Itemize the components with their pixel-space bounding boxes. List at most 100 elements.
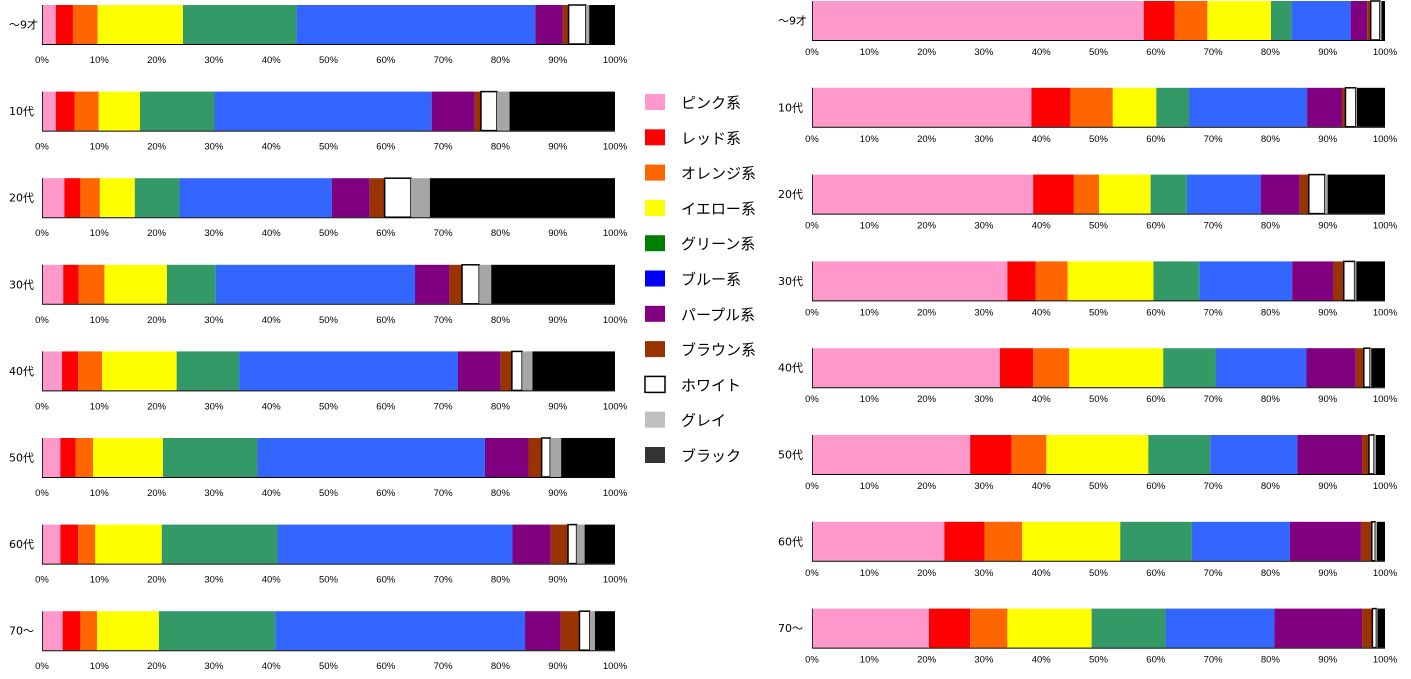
left-tick-label-5-3: 30% bbox=[204, 488, 224, 499]
right-bar-6-8 bbox=[1371, 521, 1377, 562]
right-tick-label-2-2: 20% bbox=[917, 221, 937, 232]
left-tick-label-2-0: 0% bbox=[35, 228, 49, 239]
right-tick-label-6-7: 70% bbox=[1204, 568, 1224, 579]
left-tick-label-7-4: 40% bbox=[262, 661, 282, 672]
legend-swatch-10 bbox=[645, 447, 665, 463]
left-bar-4-6 bbox=[457, 351, 501, 391]
right-tick-label-7-8: 80% bbox=[1261, 655, 1281, 666]
left-bar-4-10 bbox=[532, 351, 615, 391]
right-tick-label-6-6: 60% bbox=[1146, 568, 1166, 579]
legend-swatch-8 bbox=[644, 375, 666, 394]
right-bar-0-7 bbox=[1367, 1, 1371, 40]
left-tick-label-4-6: 60% bbox=[376, 401, 396, 412]
right-tick-label-1-1: 10% bbox=[860, 134, 880, 145]
right-tick-label-1-2: 20% bbox=[917, 134, 937, 145]
left-bar-5-5 bbox=[257, 438, 485, 477]
legend-item-9: グレイ bbox=[645, 411, 726, 430]
right-bar-6-1 bbox=[944, 521, 985, 561]
left-bar-0-6 bbox=[535, 5, 563, 44]
left-bar-1-10 bbox=[509, 91, 615, 131]
left-bar-2-0 bbox=[42, 178, 65, 218]
left-bar-7-4 bbox=[158, 611, 276, 651]
right-bar-2-9 bbox=[1324, 174, 1328, 214]
left-tick-label-3-2: 20% bbox=[147, 315, 167, 326]
right-bar-6-10 bbox=[1376, 521, 1385, 561]
right-bar-6-0 bbox=[812, 521, 945, 561]
legend-label-10: ブラック bbox=[681, 447, 741, 465]
right-tick-label-3-0: 0% bbox=[805, 307, 819, 318]
right-bar-0-3 bbox=[1207, 1, 1271, 40]
left-tick-label-4-8: 80% bbox=[491, 401, 511, 412]
legend: ピンク系レッド系オレンジ系イエロー系グリーン系ブルー系パープル系ブラウン系ホワイ… bbox=[644, 94, 756, 465]
legend-item-2: オレンジ系 bbox=[645, 164, 756, 183]
right-bar-2-2 bbox=[1073, 174, 1100, 214]
left-bar-3-7 bbox=[449, 264, 463, 304]
left-bar-2-6 bbox=[331, 178, 370, 218]
right-bar-4-2 bbox=[1033, 348, 1070, 388]
left-tick-label-5-5: 50% bbox=[319, 488, 339, 499]
right-tick-label-5-8: 80% bbox=[1261, 481, 1281, 492]
right-tick-label-7-1: 10% bbox=[860, 655, 880, 666]
right-tick-label-4-10: 100% bbox=[1373, 394, 1398, 405]
left-tick-label-2-3: 30% bbox=[204, 228, 224, 239]
left-tick-label-6-5: 50% bbox=[319, 575, 339, 586]
left-tick-label-1-1: 10% bbox=[90, 142, 110, 153]
left-bar-7-8 bbox=[578, 610, 591, 651]
left-tick-label-0-5: 50% bbox=[319, 55, 339, 66]
left-tick-label-7-3: 30% bbox=[204, 661, 224, 672]
left-tick-label-4-10: 100% bbox=[603, 401, 628, 412]
left-tick-label-3-5: 50% bbox=[319, 315, 339, 326]
right-bar-3-8 bbox=[1342, 260, 1356, 302]
right-bar-5-6 bbox=[1297, 435, 1363, 474]
right-bar-2-0 bbox=[812, 174, 1034, 214]
right-tick-label-5-6: 60% bbox=[1146, 481, 1166, 492]
left-tick-label-6-10: 100% bbox=[603, 575, 628, 586]
right-tick-label-5-0: 0% bbox=[805, 481, 819, 492]
right-stacked-bar-chart: ～9才 0% 10% 20% 30% 40% 50% 60% 70% 80% 90% 100% 10代 0… bbox=[778, 0, 1398, 666]
left-tick-label-7-7: 70% bbox=[434, 661, 454, 672]
left-row-1: 10代 0% 10% 20% 30% 40% 50% 60% 70% 80% 90% 100% bbox=[9, 90, 628, 153]
left-bar-0-8 bbox=[567, 4, 587, 45]
right-bar-0-6 bbox=[1350, 1, 1368, 40]
right-tick-label-2-9: 90% bbox=[1318, 221, 1338, 232]
legend-item-6: パープル系 bbox=[645, 305, 755, 324]
right-category-label-4: 40代 bbox=[778, 362, 803, 375]
right-tick-label-7-4: 40% bbox=[1032, 655, 1052, 666]
left-bar-2-7 bbox=[369, 178, 385, 218]
left-bar-2-5 bbox=[179, 178, 332, 218]
right-bar-3-6 bbox=[1292, 261, 1334, 301]
left-tick-label-4-4: 40% bbox=[262, 401, 282, 412]
left-tick-label-1-3: 30% bbox=[204, 142, 224, 153]
right-bar-6-2 bbox=[984, 521, 1023, 561]
left-tick-label-1-6: 60% bbox=[376, 142, 396, 153]
right-tick-label-1-5: 50% bbox=[1089, 134, 1109, 145]
right-category-label-5: 50代 bbox=[778, 449, 803, 462]
right-bar-1-1 bbox=[1031, 87, 1071, 127]
legend-label-4: グリーン系 bbox=[681, 235, 755, 253]
right-bar-3-2 bbox=[1035, 261, 1068, 301]
left-bar-7-2 bbox=[80, 611, 98, 651]
left-bar-7-7 bbox=[560, 611, 580, 651]
left-tick-label-3-8: 80% bbox=[491, 315, 511, 326]
right-tick-label-3-7: 70% bbox=[1204, 307, 1224, 318]
left-bar-6-6 bbox=[512, 524, 551, 564]
left-category-label-3: 30代 bbox=[9, 278, 34, 291]
right-bar-5-1 bbox=[970, 435, 1012, 474]
right-tick-label-0-5: 50% bbox=[1089, 47, 1109, 58]
right-tick-label-1-9: 90% bbox=[1318, 134, 1338, 145]
left-tick-label-6-7: 70% bbox=[434, 575, 454, 586]
left-bar-6-5 bbox=[277, 524, 513, 564]
left-tick-label-6-0: 0% bbox=[35, 575, 49, 586]
left-bar-1-5 bbox=[214, 91, 432, 131]
right-category-label-7: 70～ bbox=[778, 622, 803, 635]
right-tick-label-2-6: 60% bbox=[1146, 221, 1166, 232]
right-bar-7-10 bbox=[1377, 608, 1385, 648]
right-bar-6-7 bbox=[1360, 521, 1372, 561]
right-tick-label-7-3: 30% bbox=[974, 655, 994, 666]
legend-label-0: ピンク系 bbox=[681, 94, 741, 112]
right-tick-label-2-7: 70% bbox=[1204, 221, 1224, 232]
right-bar-1-0 bbox=[812, 87, 1032, 127]
left-bar-2-9 bbox=[411, 178, 430, 218]
left-row-3: 30代 0% 10% 20% 30% 40% 50% 60% 70% 80% 90% 100% bbox=[9, 264, 628, 326]
right-tick-label-6-10: 100% bbox=[1373, 568, 1398, 579]
